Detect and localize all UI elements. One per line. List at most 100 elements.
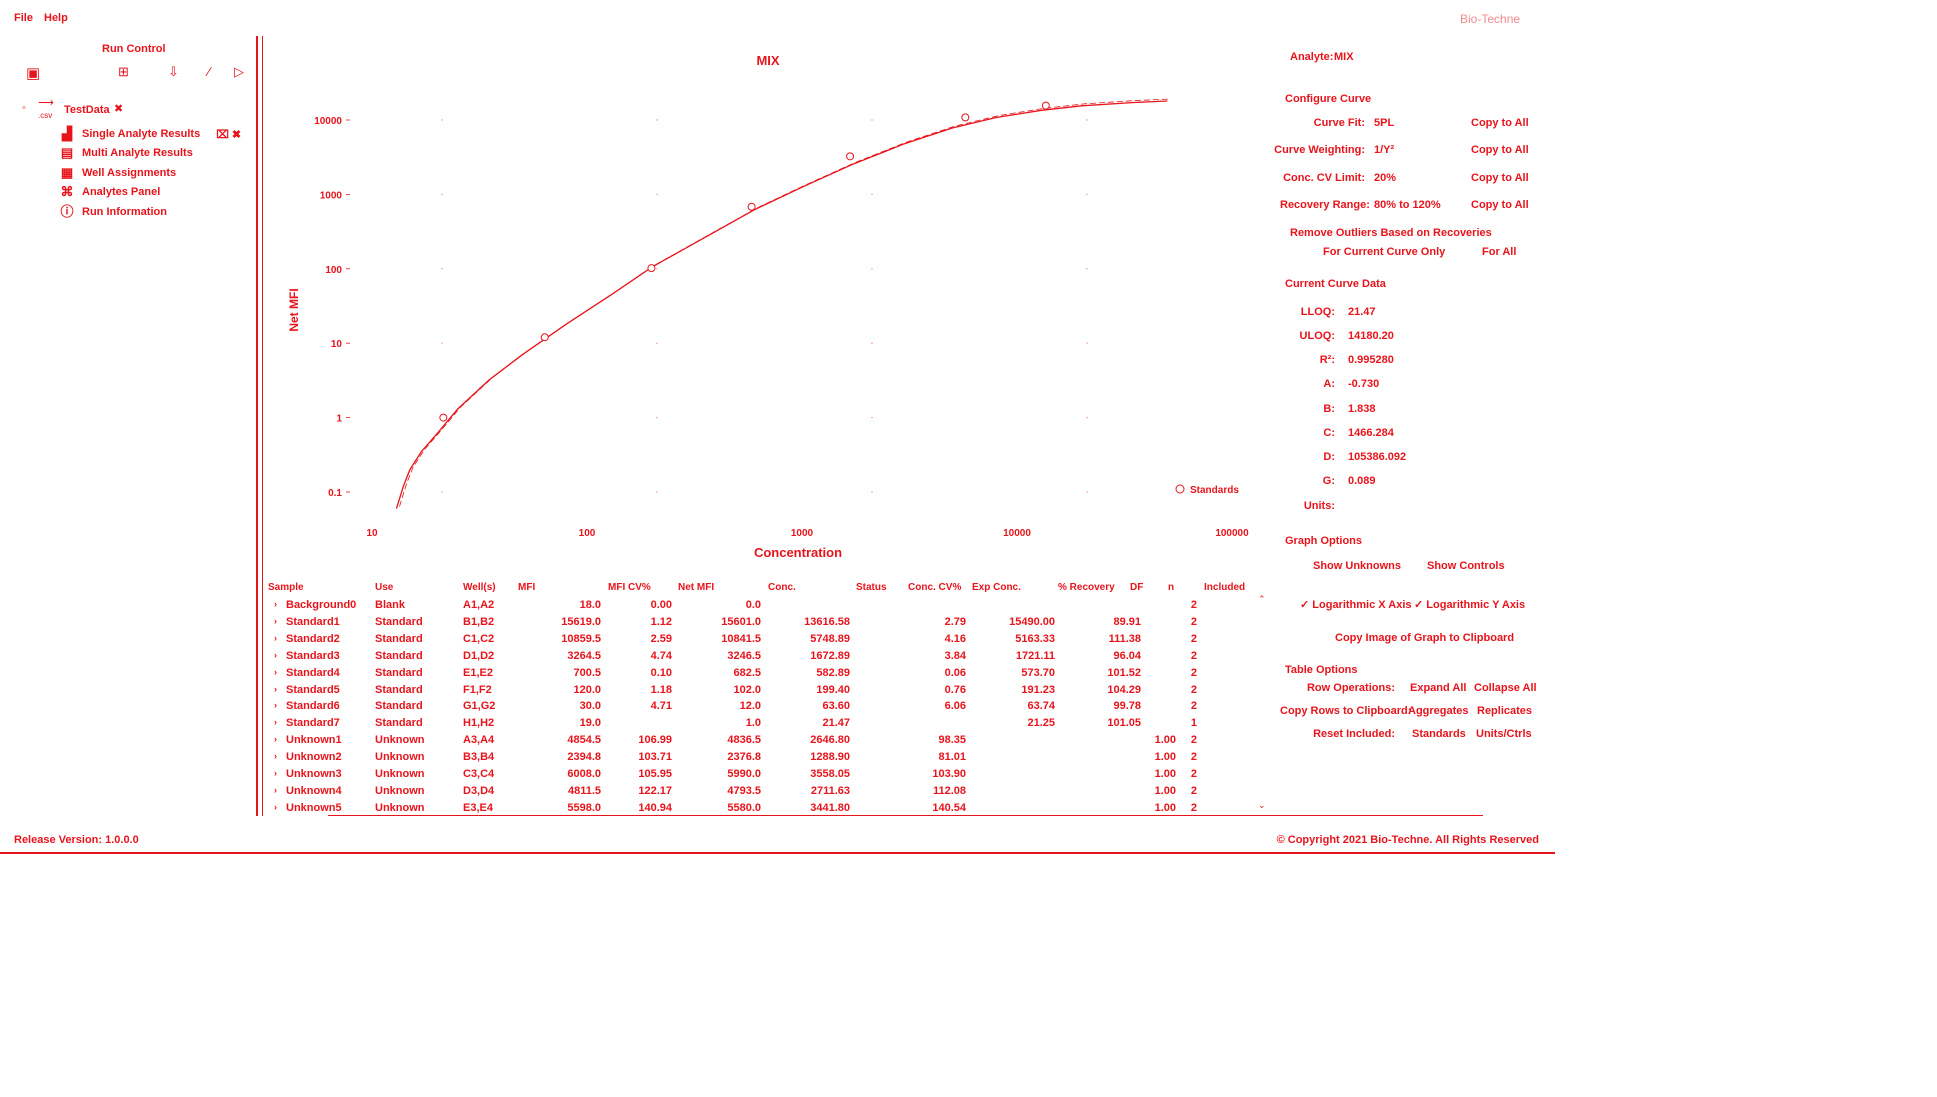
expand-row-icon[interactable]: › xyxy=(274,649,277,660)
scroll-down-icon[interactable]: ⌄ xyxy=(1258,800,1266,810)
remove-outliers-current-button[interactable]: For Current Curve Only xyxy=(1323,246,1446,258)
table-row[interactable]: › Standard4 Standard E1,E2 700.5 0.10 682.5 582… xyxy=(268,665,1268,681)
curve-weighting-select[interactable]: 1/Y² xyxy=(1374,144,1395,156)
column-header[interactable]: Status xyxy=(856,582,887,593)
show-controls-toggle[interactable]: Show Controls xyxy=(1427,560,1505,572)
table-cell: 99.78 xyxy=(1113,700,1141,713)
reset-standards-button[interactable]: Standards xyxy=(1412,728,1466,740)
table-cell: 1.18 xyxy=(650,683,672,696)
remove-outliers-all-button[interactable]: For All xyxy=(1482,246,1517,258)
column-header[interactable]: Net MFI xyxy=(678,582,715,593)
expand-row-icon[interactable]: › xyxy=(274,666,277,677)
standard-point[interactable] xyxy=(1041,101,1050,110)
copy-aggregates-button[interactable]: Aggregates xyxy=(1408,705,1469,717)
edit-icon[interactable]: ∕ xyxy=(208,64,211,79)
table-row[interactable]: › Unknown2 Unknown B3,B4 2394.8 103.71 2376.8 1… xyxy=(268,749,1268,765)
conc-cv-input[interactable]: 20% xyxy=(1374,172,1397,184)
column-header[interactable]: Conc. CV% xyxy=(908,582,962,593)
reset-units-ctrls-button[interactable]: Units/Ctrls xyxy=(1476,728,1532,740)
scroll-up-icon[interactable]: ⌃ xyxy=(1258,594,1266,604)
r2-value: 0.995280 xyxy=(1348,354,1394,366)
expand-row-icon[interactable]: › xyxy=(274,784,277,795)
save-icon[interactable]: ⊞ xyxy=(118,64,129,79)
expand-row-icon[interactable]: › xyxy=(274,599,277,609)
column-header[interactable]: DF xyxy=(1130,582,1144,593)
expand-row-icon[interactable]: › xyxy=(274,801,277,812)
table-row[interactable]: › Unknown1 Unknown A3,A4 4854.5 106.99 4836.5 2… xyxy=(268,732,1268,748)
splitter[interactable] xyxy=(256,36,258,816)
copy-recovery-button[interactable]: Copy to All xyxy=(1471,199,1529,211)
table-cell: 2 xyxy=(1190,801,1197,814)
grid-dot xyxy=(871,193,873,196)
table-row[interactable]: › Unknown5 Unknown E3,E4 5598.0 140.94 5580.0 3… xyxy=(268,800,1268,816)
expand-row-icon[interactable]: › xyxy=(274,734,277,745)
column-header[interactable]: MFI xyxy=(518,582,536,593)
analyte-select[interactable]: MIX xyxy=(1334,51,1354,63)
column-header[interactable]: MFI CV% xyxy=(608,582,651,593)
play-icon[interactable]: ▷ xyxy=(234,64,244,79)
sidebar-item-single-analyte[interactable]: ▟ Single Analyte Results ⌧ ✖ xyxy=(60,127,241,141)
standard-point[interactable] xyxy=(747,202,756,211)
check-icon: ✓ xyxy=(1300,599,1313,611)
collapse-all-button[interactable]: Collapse All xyxy=(1474,682,1537,694)
column-header[interactable]: % Recovery xyxy=(1058,582,1115,593)
expand-row-icon[interactable]: › xyxy=(274,700,277,711)
table-row[interactable]: › Standard1 Standard B1,B2 15619.0 1.12 15601.… xyxy=(268,614,1268,630)
table-cell: 0.00 xyxy=(650,599,672,611)
column-header[interactable]: n xyxy=(1168,582,1175,593)
collapse-arrow-icon[interactable]: ◦ xyxy=(22,102,26,114)
column-header[interactable]: Exp Conc. xyxy=(972,582,1021,593)
copy-curve-weighting-button[interactable]: Copy to All xyxy=(1471,144,1529,156)
expand-row-icon[interactable]: › xyxy=(274,717,277,728)
file-name[interactable]: TestData xyxy=(64,104,110,116)
sidebar-item-label: Single Analyte Results xyxy=(82,128,201,140)
table-row[interactable]: › Standard5 Standard F1,F2 120.0 1.18 102.0 199… xyxy=(268,682,1268,698)
table-row[interactable]: › Background0 Blank A1,A2 18.0 0.00 0.0 2 xyxy=(268,597,1268,613)
sidebar-item-analytes-panel[interactable]: ⌘ Analytes Panel xyxy=(60,185,161,199)
standard-point[interactable] xyxy=(439,413,448,422)
close-file-icon[interactable]: ✖ xyxy=(114,103,124,115)
expand-row-icon[interactable]: › xyxy=(274,615,277,626)
sidebar-item-multi-analyte[interactable]: ▤ Multi Analyte Results xyxy=(60,146,193,160)
copy-conc-cv-button[interactable]: Copy to All xyxy=(1471,172,1529,184)
copy-replicates-button[interactable]: Replicates xyxy=(1477,705,1533,717)
expand-row-icon[interactable]: › xyxy=(274,683,277,694)
sidebar-item-well-assignments[interactable]: ▦ Well Assignments xyxy=(60,166,176,180)
column-header[interactable]: Use xyxy=(375,582,394,593)
column-header[interactable]: Sample xyxy=(268,582,304,593)
open-folder-icon[interactable]: ▣ xyxy=(26,65,41,82)
recovery-range-input[interactable]: 80% to 120% xyxy=(1374,199,1441,211)
expand-row-icon[interactable]: › xyxy=(274,768,277,778)
table-cell: 6.06 xyxy=(944,700,966,713)
expand-row-icon[interactable]: › xyxy=(274,751,277,762)
close-tab-icon[interactable]: ⌧ ✖ xyxy=(216,128,242,141)
table-row[interactable]: › Standard6 Standard G1,G2 30.0 4.71 12.0 63.60… xyxy=(268,698,1268,714)
table-cell: Standard xyxy=(375,666,423,679)
expand-all-button[interactable]: Expand All xyxy=(1410,682,1467,694)
table-row[interactable]: › Standard2 Standard C1,C2 10859.5 2.59 10841.… xyxy=(268,631,1268,647)
show-unknowns-toggle[interactable]: Show Unknowns xyxy=(1313,560,1401,572)
column-header[interactable]: Included xyxy=(1204,582,1246,593)
expand-row-icon[interactable]: › xyxy=(274,632,277,643)
column-header[interactable]: Well(s) xyxy=(463,582,496,593)
standard-point[interactable] xyxy=(647,264,656,273)
file-ext: .csv xyxy=(38,111,53,120)
curve-fit-select[interactable]: 5PL xyxy=(1374,117,1395,129)
log-y-checkbox[interactable]: ✓ Logarithmic Y Axis xyxy=(1414,598,1525,611)
log-x-checkbox[interactable]: ✓ Logarithmic X Axis xyxy=(1300,598,1412,611)
sidebar-item-run-information[interactable]: ⓘ Run Information xyxy=(60,205,166,219)
copy-graph-image-button[interactable]: Copy Image of Graph to Clipboard xyxy=(1335,632,1515,644)
export-icon[interactable]: ⇩ xyxy=(168,64,179,79)
copy-curve-fit-button[interactable]: Copy to All xyxy=(1471,117,1529,129)
standard-point[interactable] xyxy=(540,333,549,342)
standard-point[interactable] xyxy=(961,113,970,122)
table-row[interactable]: › Unknown4 Unknown D3,D4 4811.5 122.17 4793.5 2… xyxy=(268,783,1268,799)
standard-point[interactable] xyxy=(846,152,855,161)
table-row[interactable]: › Standard7 Standard H1,H2 19.0 1.0 21.47 21.25… xyxy=(268,715,1268,731)
units-label: Units: xyxy=(1303,500,1335,512)
table-row[interactable]: › Standard3 Standard D1,D2 3264.5 4.74 3246.5 1… xyxy=(268,648,1268,664)
table-row[interactable]: › Unknown3 Unknown C3,C4 6008.0 105.95 5990.0 3… xyxy=(268,766,1268,782)
menu-file[interactable]: File xyxy=(14,12,33,24)
column-header[interactable]: Conc. xyxy=(768,582,796,593)
menu-help[interactable]: Help xyxy=(44,12,68,24)
